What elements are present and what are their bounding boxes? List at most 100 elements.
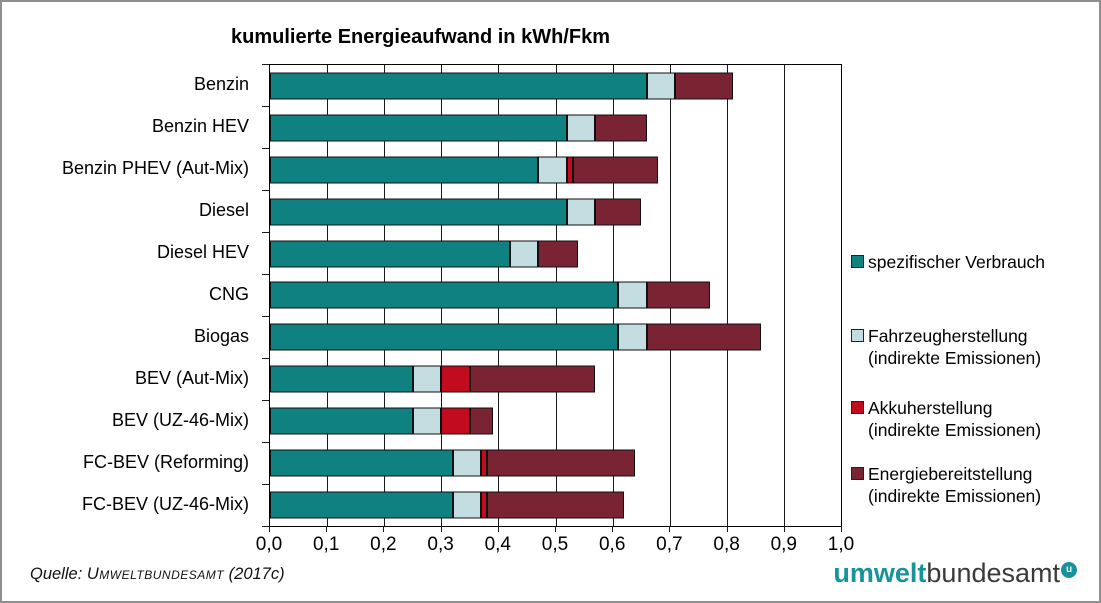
y-axis-tick	[262, 190, 269, 191]
x-axis-tick-label: 0,3	[427, 534, 454, 555]
bar-row	[270, 358, 841, 400]
x-axis-tick	[269, 526, 270, 532]
category-label: Biogas	[193, 325, 249, 346]
legend-entry: Akkuherstellung (indirekte Emissionen)	[851, 397, 1041, 442]
x-axis-tick	[612, 526, 614, 532]
legend-label: Energiebereitstellung (indirekte Emission…	[868, 464, 1042, 507]
y-axis-category-labels: Benzin Benzin HEV Benzin PHEV (Aut-Mix) Die…	[10, 64, 259, 525]
bar-segment	[270, 323, 619, 351]
bar-row	[270, 191, 841, 233]
y-axis-tick	[262, 64, 269, 65]
bar-segment	[595, 198, 642, 226]
bar-row	[270, 400, 841, 442]
bar-segment	[572, 156, 659, 184]
source-citation: Quelle: Umweltbundesamt (2017c)	[30, 565, 285, 584]
legend: spezifischer Verbrauch Fahrzeugherstellun…	[851, 251, 1096, 516]
bar-row	[270, 484, 841, 526]
x-axis-tick	[440, 526, 442, 532]
bar-segment	[646, 281, 710, 309]
y-axis-tick	[262, 526, 269, 527]
category-label: FC-BEV (UZ-46-Mix)	[82, 493, 249, 514]
x-axis-tick	[326, 526, 328, 532]
x-axis-tick-label: 0,0	[255, 534, 283, 555]
x-axis-tick-label: 0,4	[484, 534, 512, 555]
umweltbundesamt-logo: umweltbundesamt u	[833, 558, 1077, 589]
x-axis-tick-label: 0,8	[713, 534, 740, 555]
bar-segment	[270, 491, 453, 519]
x-axis-tick-label: 0,7	[656, 534, 683, 555]
x-axis-tick	[783, 526, 785, 532]
x-axis-tick	[841, 526, 842, 532]
y-axis-tick	[262, 316, 269, 317]
bar-segment	[566, 114, 596, 142]
legend-label: spezifischer Verbrauch	[868, 252, 1046, 272]
bar-segment	[412, 407, 442, 435]
bar-row	[270, 275, 841, 317]
bar-segment	[270, 281, 619, 309]
x-axis-tick	[669, 526, 671, 532]
source-name: Umweltbundesamt	[86, 565, 225, 583]
y-axis-tick	[262, 442, 269, 443]
bar-row	[270, 65, 841, 107]
bar-row	[270, 316, 841, 358]
x-axis-tick-label: 0,5	[541, 534, 569, 555]
y-axis-ticks	[262, 64, 269, 527]
category-label: Diesel HEV	[156, 242, 249, 263]
y-axis-tick	[262, 148, 269, 149]
bar-segment	[270, 240, 510, 268]
bar-segment	[675, 72, 733, 100]
legend-swatch	[851, 467, 864, 480]
x-axis-ticks	[269, 525, 842, 532]
x-axis-tick-label: 0,6	[598, 534, 626, 555]
legend-label: Fahrzeugherstellung (indirekte Emissionen…	[868, 326, 1042, 369]
bar-segment	[270, 156, 539, 184]
bar-segment	[566, 198, 596, 226]
bar-segment	[595, 114, 647, 142]
chart-title: kumulierte Energieaufwand in kWh/Fkm	[231, 26, 610, 48]
legend-entry: Fahrzeugherstellung (indirekte Emissionen…	[851, 325, 1041, 370]
bar-segment	[412, 365, 442, 393]
x-axis-tick	[726, 526, 728, 532]
x-axis-tick	[383, 526, 385, 532]
source-year: (2017c)	[224, 565, 285, 583]
y-axis-tick	[262, 232, 269, 233]
bar-segment	[481, 491, 487, 519]
category-label: Benzin HEV	[151, 116, 249, 137]
category-label: FC-BEV (Reforming)	[82, 451, 249, 472]
x-axis-tick-label: 0,9	[770, 534, 798, 555]
y-axis-tick	[262, 274, 269, 275]
category-label: Benzin	[193, 74, 249, 95]
bar-segment	[452, 491, 482, 519]
bar-segment	[270, 407, 413, 435]
legend-swatch	[851, 401, 864, 414]
legend-entry: spezifischer Verbrauch	[851, 251, 1045, 273]
bar-segment	[646, 72, 676, 100]
x-axis-tick-labels: 0,0 0,1 0,2 0,3 0,4 0,5 0,6 0,7 0,8 0,9 1,0	[256, 534, 854, 558]
bar-segment	[270, 72, 647, 100]
category-label: Benzin PHEV (Aut-Mix)	[61, 158, 249, 179]
legend-label: Akkuherstellung (indirekte Emissionen)	[868, 398, 1042, 441]
bar-segment	[486, 449, 636, 477]
bar-segment	[538, 156, 567, 184]
logo-text-umwelt: umwelt	[833, 558, 927, 588]
bar-row	[270, 149, 841, 191]
bar-segment	[469, 407, 493, 435]
x-axis-tick-label: 0,2	[370, 534, 397, 555]
bar-segment	[270, 198, 567, 226]
bar-segment	[646, 323, 762, 351]
y-axis-tick	[262, 484, 269, 485]
bar-segment	[618, 281, 647, 309]
category-label: BEV (UZ-46-Mix)	[111, 409, 249, 430]
y-axis-tick	[262, 400, 269, 401]
bar-segment	[270, 365, 413, 393]
legend-swatch	[851, 255, 864, 268]
bar-segment	[469, 365, 596, 393]
source-prefix: Quelle:	[30, 565, 87, 583]
x-axis-tick-label: 0,1	[312, 534, 340, 555]
category-label: Diesel	[198, 200, 249, 221]
bar-segment	[441, 407, 470, 435]
bar-segment	[618, 323, 647, 351]
category-label: CNG	[209, 283, 249, 304]
y-axis-tick	[262, 358, 269, 359]
